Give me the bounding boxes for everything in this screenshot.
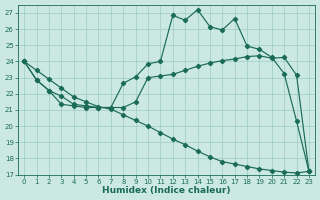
X-axis label: Humidex (Indice chaleur): Humidex (Indice chaleur) bbox=[102, 186, 231, 195]
